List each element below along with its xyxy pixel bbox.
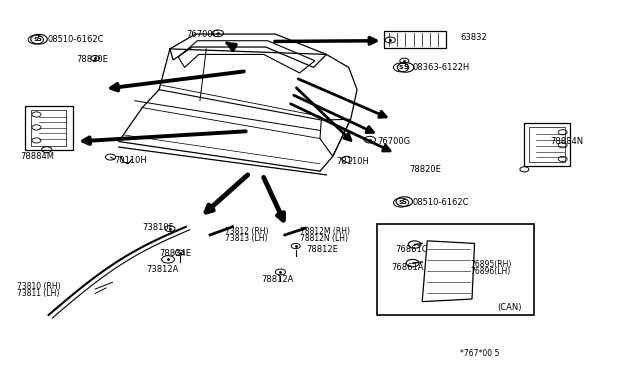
Text: 78884N: 78884N [550,137,583,146]
Text: (CAN): (CAN) [497,303,522,312]
Text: 73812 (RH): 73812 (RH) [225,227,269,236]
Text: 76700G: 76700G [378,137,411,146]
Text: 73810 (RH): 73810 (RH) [17,282,60,291]
Text: S: S [36,36,42,42]
Text: 78812N (LH): 78812N (LH) [300,234,348,243]
Text: 73813 (LH): 73813 (LH) [225,234,268,243]
Text: 08510-6162C: 08510-6162C [47,35,104,44]
Text: 76861C: 76861C [396,245,428,254]
Bar [384,32,447,48]
Text: 78110H: 78110H [336,157,369,166]
Text: 78812A: 78812A [261,275,294,284]
Text: 08363-6122H: 08363-6122H [413,63,470,72]
Text: 78812E: 78812E [306,245,338,254]
Bar [524,123,570,166]
Text: 76700G: 76700G [186,29,219,39]
Text: S: S [402,199,407,205]
Text: 76896(LH): 76896(LH) [470,267,510,276]
Text: S: S [403,64,408,70]
Bar [529,127,565,162]
Text: S: S [399,65,403,70]
Text: 73810F: 73810F [143,223,174,232]
Bar [25,106,73,150]
Text: 78812M (RH): 78812M (RH) [300,227,349,236]
Text: 76861A: 76861A [392,263,424,272]
Text: 78820E: 78820E [410,165,442,174]
Text: S: S [399,200,403,205]
Text: 76895(RH): 76895(RH) [470,260,511,269]
Text: 78884M: 78884M [20,152,54,161]
Text: 63832: 63832 [461,33,487,42]
Text: 78834E: 78834E [159,249,191,258]
Text: *767*00 5: *767*00 5 [461,349,500,358]
Text: 78820E: 78820E [76,55,108,64]
Bar [31,110,67,146]
Text: S: S [33,37,38,42]
Text: 08510-6162C: 08510-6162C [413,198,469,207]
Text: 73812A: 73812A [147,265,179,274]
Text: 73811 (LH): 73811 (LH) [17,289,59,298]
Bar [378,224,534,315]
Text: 70110H: 70110H [115,155,147,164]
